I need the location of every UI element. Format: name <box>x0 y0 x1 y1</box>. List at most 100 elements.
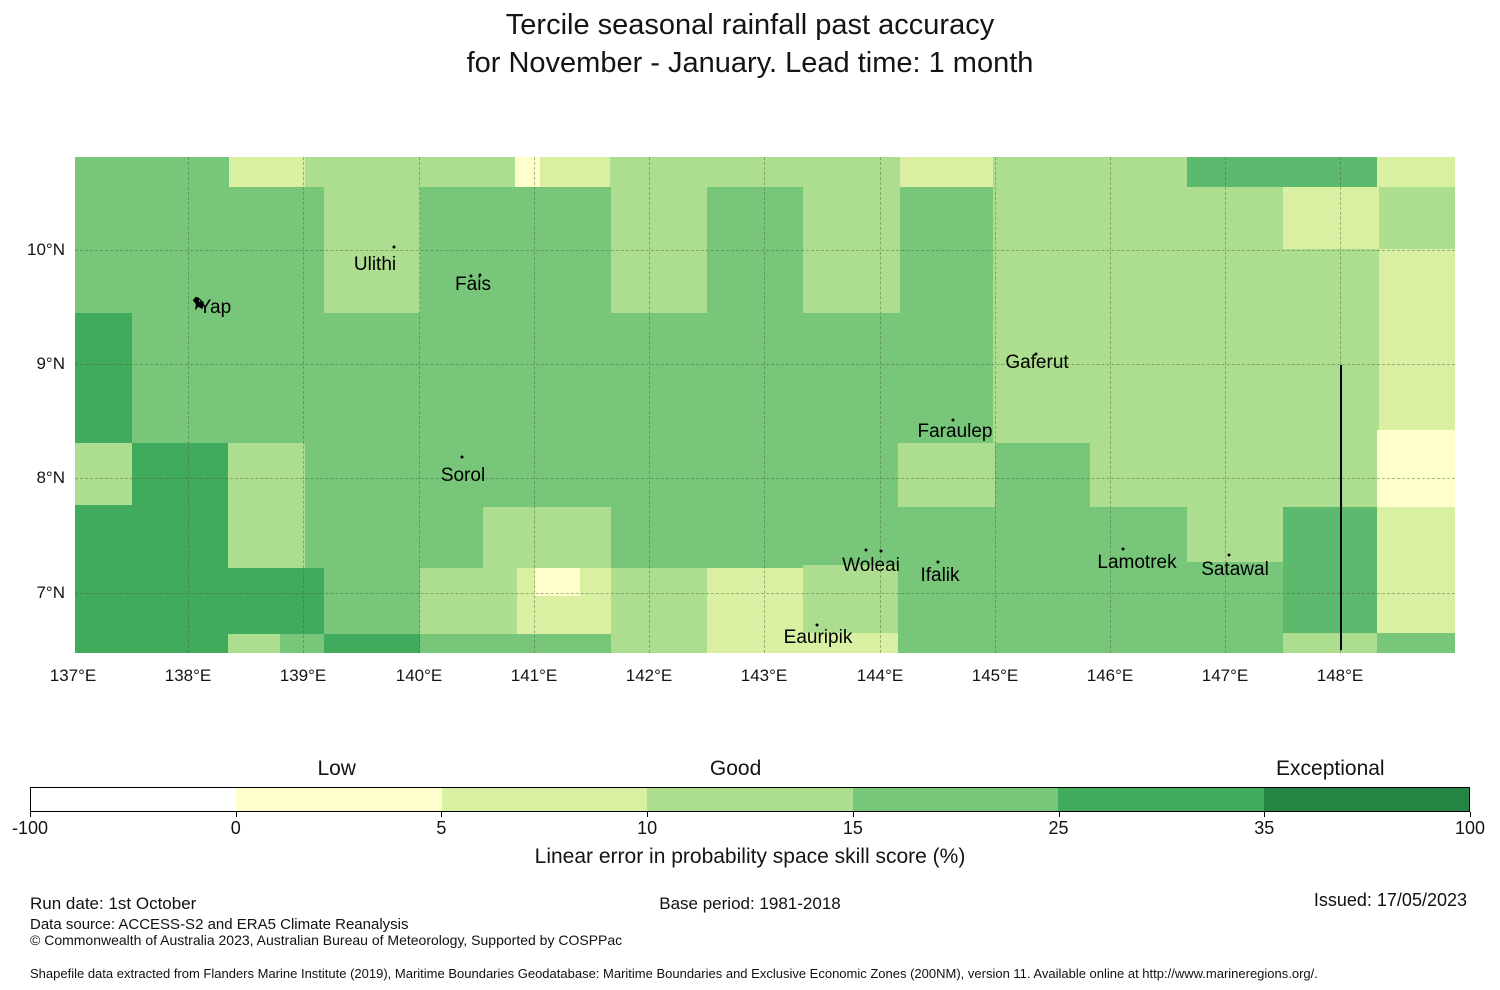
skill-cell <box>1377 157 1455 187</box>
skill-cell <box>324 634 420 653</box>
skill-cell <box>1283 633 1377 653</box>
chart-title-line1: Tercile seasonal rainfall past accuracy <box>505 9 995 41</box>
island-dot-fais <box>469 274 473 278</box>
skill-cell <box>803 157 900 313</box>
eez-boundary-line <box>1340 365 1342 650</box>
gridline-lon <box>995 157 996 653</box>
skill-cell <box>535 568 580 596</box>
colorbar-segment <box>1263 788 1469 811</box>
colorbar-tick-mark <box>30 812 31 817</box>
x-axis-tick-label: 145°E <box>971 666 1019 685</box>
chart-title: Tercile seasonal rainfall past accuracy … <box>0 6 1500 82</box>
colorbar-tick-mark <box>647 812 649 817</box>
x-axis-tick-label: 139°E <box>279 666 327 685</box>
skill-cell <box>707 633 898 653</box>
skill-cell <box>900 157 993 187</box>
gridline-lon <box>303 157 304 653</box>
gridline-lon <box>534 157 535 653</box>
x-axis-tick-label: 146°E <box>1086 666 1134 685</box>
skill-cell <box>1187 507 1283 562</box>
colorbar-category-label: Exceptional <box>1276 757 1385 780</box>
colorbar-segment <box>1058 788 1264 811</box>
island-label-faraulep: Faraulep <box>917 421 993 442</box>
island-label-lamotrek: Lamotrek <box>1097 552 1177 573</box>
skill-cell <box>305 157 515 187</box>
gridline-lat <box>75 478 1455 479</box>
shapefile-note-text: Shapefile data extracted from Flanders M… <box>30 966 1318 981</box>
skill-cell <box>1187 157 1377 187</box>
x-axis-tick-label: 141°E <box>510 666 558 685</box>
skill-cell <box>75 443 132 505</box>
colorbar-tick-label: 10 <box>637 818 658 838</box>
colorbar <box>30 787 1470 812</box>
colorbar-tick-label: 15 <box>842 818 863 838</box>
y-axis-tick-label: 8°N <box>36 468 65 487</box>
island-label-satawal: Satawal <box>1201 559 1269 580</box>
x-axis-tick-label: 138°E <box>164 666 212 685</box>
skill-cell <box>229 157 305 187</box>
skill-cell <box>1379 249 1455 430</box>
island-label-eauripik: Eauripik <box>783 627 853 648</box>
island-dot-lamotrek <box>1121 547 1125 551</box>
gridline-lat <box>75 250 1455 251</box>
island-dot-faraulep <box>951 418 955 422</box>
skill-cell <box>75 313 132 443</box>
skill-cell <box>1377 507 1455 633</box>
skill-cell <box>540 157 610 187</box>
base-period-text: Base period: 1981-2018 <box>659 894 841 913</box>
colorbar-tick-mark <box>235 812 237 817</box>
skill-cell <box>75 505 132 653</box>
colorbar-tick-mark <box>441 812 443 817</box>
colorbar-category-label: Low <box>317 757 356 780</box>
colorbar-tick-label: 35 <box>1254 818 1275 838</box>
colorbar-segment <box>31 788 237 811</box>
colorbar-tick-mark <box>1264 812 1266 817</box>
skill-cell <box>1377 430 1455 507</box>
skill-cell <box>898 443 995 507</box>
x-axis-tick-label: 144°E <box>856 666 904 685</box>
x-axis-tick-label: 142°E <box>625 666 673 685</box>
island-label-ulithi: Ulithi <box>353 254 397 275</box>
y-axis-tick-label: 7°N <box>36 583 65 602</box>
colorbar-segment <box>441 788 648 811</box>
island-label-fais: Fais <box>455 274 491 295</box>
skill-cell <box>132 443 228 653</box>
gridline-lon <box>419 157 420 653</box>
data-source-text: Data source: ACCESS-S2 and ERA5 Climate … <box>30 916 409 933</box>
gridline-lat <box>75 364 1455 365</box>
island-dot-woleai <box>879 549 883 553</box>
island-dot-sorol <box>460 455 464 459</box>
x-axis-tick-label: 137°E <box>49 666 97 685</box>
chart-title-line2: for November - January. Lead time: 1 mon… <box>466 47 1034 79</box>
colorbar-tick-label: 100 <box>1454 818 1486 838</box>
skill-cell <box>324 187 420 313</box>
x-axis-tick-label: 140°E <box>395 666 443 685</box>
island-label-sorol: Sorol <box>440 465 486 486</box>
x-axis-tick-label: 148°E <box>1316 666 1364 685</box>
colorbar-axis-label: Linear error in probability space skill … <box>534 845 966 868</box>
gridline-lat <box>75 593 1455 594</box>
skill-cell <box>1377 633 1455 653</box>
island-dot-satawal <box>1227 553 1231 557</box>
gridline-lon <box>1225 157 1226 653</box>
x-axis-tick-label: 147°E <box>1201 666 1249 685</box>
island-dot-woleai <box>864 548 868 552</box>
colorbar-tick-label: 0 <box>230 818 241 838</box>
colorbar-tick-mark <box>852 812 854 817</box>
colorbar-segment <box>647 788 853 811</box>
y-axis-tick-label: 9°N <box>36 354 65 373</box>
island-label-woleai: Woleai <box>842 555 900 576</box>
gridline-lon <box>880 157 881 653</box>
gridline-lon <box>1110 157 1111 653</box>
island-label-gaferut: Gaferut <box>1005 352 1069 373</box>
skill-cell <box>483 507 611 568</box>
colorbar-tick-label: 5 <box>436 818 447 838</box>
skill-cell <box>611 157 707 313</box>
skill-cell <box>420 568 517 634</box>
y-axis-tick-label: 10°N <box>27 240 65 259</box>
skill-cell <box>1283 507 1377 633</box>
map-canvas: Ulithi Fais Yap Sorol Gaferut Faraulep Woleai I… <box>27 157 1455 685</box>
island-dot-gaferut <box>1034 352 1038 356</box>
skill-cell <box>1090 443 1377 507</box>
skill-cell <box>515 157 540 187</box>
